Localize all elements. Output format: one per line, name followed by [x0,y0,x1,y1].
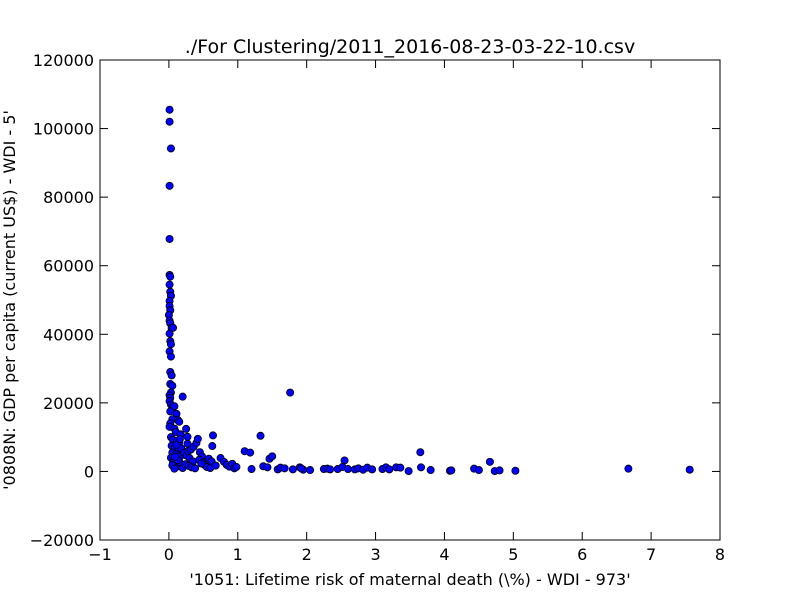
data-point [340,456,349,465]
data-point [175,417,184,426]
data-point [385,465,394,474]
x-tick-label: 4 [439,545,449,564]
data-point [485,457,494,466]
y-axis-label: '0808N: GDP per capita (current US$) - W… [0,110,19,490]
y-tick-label: 0 [84,462,94,481]
data-point [166,144,175,153]
data-point [256,431,265,440]
data-point [170,464,179,473]
data-point [178,392,187,401]
plot-frame [99,59,721,541]
data-point [247,465,256,474]
data-point [165,234,174,243]
x-tick-label: 5 [508,545,518,564]
data-point [447,466,456,475]
x-tick-label: 2 [302,545,312,564]
data-point [268,452,277,461]
x-tick-label: 8 [715,545,725,564]
data-point [175,435,184,444]
data-point [426,466,435,475]
data-point [169,323,178,332]
data-point [182,424,191,433]
data-point [166,352,175,361]
x-tick-label: 0 [164,545,174,564]
x-tick-label: −1 [88,545,112,564]
data-point [624,464,633,473]
y-tick-label: −20000 [30,531,94,550]
data-point [165,181,174,190]
data-point [474,466,483,475]
y-tick-label: 60000 [43,257,94,276]
data-point [263,463,272,472]
data-point [165,105,174,114]
x-axis-ticks: −1 0 1 2 3 4 5 6 7 8 [88,60,725,564]
x-tick-label: 6 [577,545,587,564]
data-point [197,459,206,468]
x-tick-label: 3 [370,545,380,564]
data-point [417,463,426,472]
data-point [165,117,174,126]
data-point [368,465,377,474]
y-tick-label: 100000 [33,120,94,139]
data-point [183,432,192,441]
data-point [511,466,520,475]
data-point [416,448,425,457]
data-point [166,340,175,349]
data-point [171,452,180,461]
data-point [191,464,200,473]
data-point [167,371,176,380]
data-point [343,465,352,474]
y-tick-label: 80000 [43,188,94,207]
data-point [306,466,315,475]
data-point [246,448,255,457]
data-point [280,464,289,473]
data-point [404,467,413,476]
data-point [208,442,217,451]
x-axis-label: '1051: Lifetime risk of maternal death (… [189,570,630,589]
data-point [165,280,174,289]
data-point [326,465,335,474]
data-point [286,388,295,397]
y-tick-label: 120000 [33,51,94,70]
data-point [166,272,175,281]
data-point [232,462,241,471]
data-point [297,464,306,473]
data-point [685,465,694,474]
data-point [168,381,177,390]
y-tick-label: 20000 [43,394,94,413]
chart-title: ./For Clustering/2011_2016-08-23-03-22-1… [185,36,635,58]
data-point [396,463,405,472]
data-point [495,466,504,475]
y-axis-ticks: −20000 0 20000 40000 60000 80000 100000 120000 [30,51,720,550]
data-point [165,329,174,338]
data-point [193,434,202,443]
data-point [211,461,220,470]
data-point [288,465,297,474]
points-layer [164,105,694,476]
data-point [208,431,217,440]
y-tick-label: 40000 [43,325,94,344]
x-tick-label: 1 [233,545,243,564]
x-tick-label: 7 [646,545,656,564]
data-point [170,402,179,411]
